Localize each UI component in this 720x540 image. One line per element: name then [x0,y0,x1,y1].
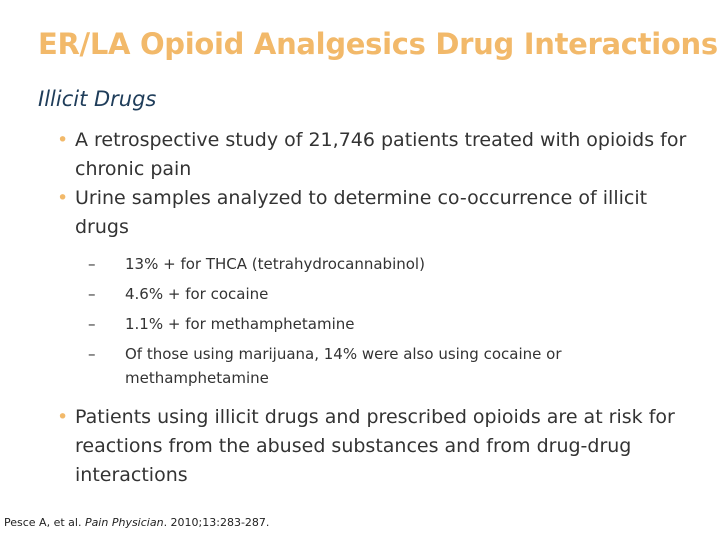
citation-authors: Pesce A, et al. [4,516,85,529]
slide-content: • A retrospective study of 21,746 patien… [57,126,687,490]
bullet-marker: • [57,406,69,428]
sub-bullet-text: Of those using marijuana, 14% were also … [125,345,562,387]
sub-bullet-text: 4.6% + for cocaine [125,285,269,303]
bullet-item: • Patients using illicit drugs and presc… [57,403,687,490]
sub-bullet-text: 13% + for THCA (tetrahydrocannabinol) [125,255,425,273]
dash-marker: – [88,255,96,273]
sub-bullet-item: – Of those using marijuana, 14% were als… [88,342,645,390]
bullet-text: Urine samples analyzed to determine co-o… [75,187,648,238]
dash-marker: – [88,285,96,303]
citation-details: . 2010;13:283-287. [163,516,270,529]
bullet-item: • A retrospective study of 21,746 patien… [57,126,687,184]
bullet-item: • Urine samples analyzed to determine co… [57,184,687,242]
dash-marker: – [88,345,96,363]
citation-journal: Pain Physician [84,516,164,529]
slide-subtitle: Illicit Drugs [38,87,157,111]
bullet-text: Patients using illicit drugs and prescri… [75,406,675,486]
sub-bullet-list: – 13% + for THCA (tetrahydrocannabinol) … [57,252,687,390]
bullet-marker: • [57,129,69,151]
bullet-marker: • [57,187,69,209]
sub-bullet-text: 1.1% + for methamphetamine [125,315,355,333]
sub-bullet-item: – 13% + for THCA (tetrahydrocannabinol) [88,252,645,276]
citation: Pesce A, et al. Pain Physician. 2010;13:… [4,516,269,529]
sub-bullet-item: – 4.6% + for cocaine [88,282,645,306]
bullet-text: A retrospective study of 21,746 patients… [75,129,687,180]
sub-bullet-item: – 1.1% + for methamphetamine [88,312,645,336]
slide-title: ER/LA Opioid Analgesics Drug Interaction… [38,27,718,61]
dash-marker: – [88,315,96,333]
